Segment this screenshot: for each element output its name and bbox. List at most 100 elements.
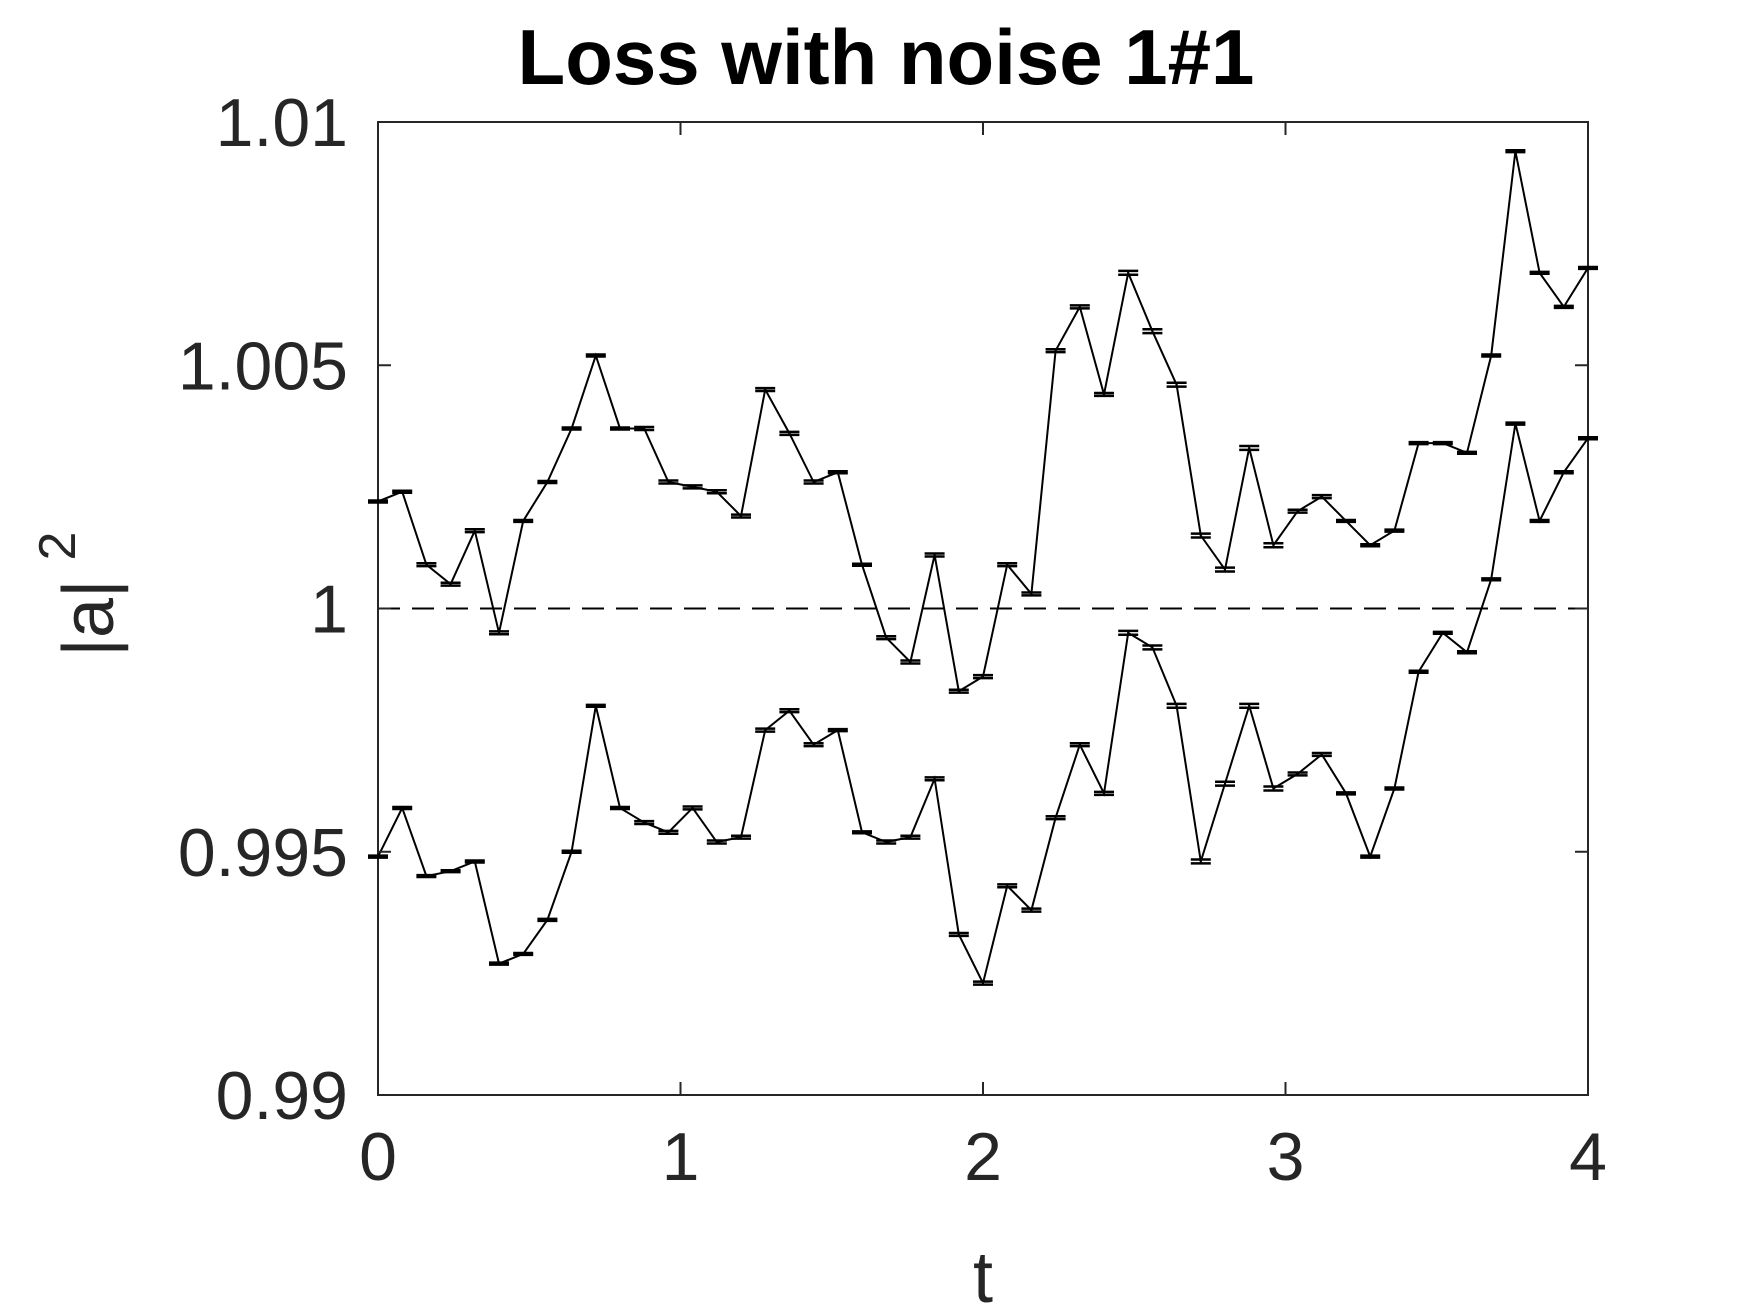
error-bar: [392, 489, 413, 494]
error-bar: [658, 829, 679, 835]
series-group: [368, 148, 1598, 986]
error-bar: [1408, 440, 1429, 446]
error-bar: [755, 727, 776, 733]
error-bar: [392, 805, 413, 811]
error-bar: [997, 562, 1018, 568]
error-bar: [1505, 421, 1526, 426]
x-tick-label: 3: [1267, 1119, 1305, 1195]
error-bar: [489, 630, 509, 636]
y-axis-label-group: |a| 2: [29, 532, 129, 657]
error-bar: [827, 727, 848, 733]
error-bar: [634, 819, 655, 826]
error-bar: [1045, 814, 1066, 821]
error-bar: [1432, 440, 1453, 446]
error-bar: [924, 552, 945, 558]
error-bar: [1069, 304, 1090, 310]
error-bar: [489, 961, 509, 966]
error-bar: [876, 634, 897, 641]
error-bar: [706, 839, 727, 845]
error-bar: [1529, 270, 1550, 276]
error-bar: [803, 742, 824, 748]
x-tick-label: 2: [964, 1119, 1002, 1195]
error-bar: [1360, 543, 1381, 548]
error-bar: [1142, 644, 1163, 651]
error-bar: [561, 849, 582, 854]
y-axis-label-superscript: 2: [29, 532, 87, 561]
error-bar: [973, 673, 993, 680]
error-bar: [948, 931, 969, 938]
y-tick-label: 1.01: [216, 85, 348, 161]
error-bar: [1239, 444, 1260, 452]
error-bar: [1166, 381, 1187, 388]
error-bar: [464, 859, 485, 864]
error-bar: [1457, 650, 1477, 655]
error-bar: [1263, 542, 1284, 549]
error-bar: [924, 776, 945, 782]
error-bar: [1263, 785, 1284, 792]
error-bar: [1360, 854, 1381, 859]
error-bar: [1384, 786, 1405, 791]
error-bar: [1578, 436, 1598, 441]
error-bar: [731, 834, 751, 840]
error-bar: [731, 513, 751, 519]
error-bar: [1311, 751, 1332, 758]
error-bar: [1505, 148, 1526, 154]
x-tick-label: 4: [1569, 1119, 1607, 1195]
error-bar: [610, 426, 630, 431]
error-bar: [1069, 742, 1090, 748]
error-bar: [1553, 470, 1574, 475]
error-bar: [876, 839, 897, 845]
y-tick-label: 0.99: [216, 1058, 348, 1134]
error-bar: [537, 917, 558, 923]
error-bar: [561, 426, 582, 431]
error-bar: [513, 951, 534, 957]
error-bar: [585, 703, 606, 709]
error-bar: [803, 479, 824, 485]
error-bar: [1578, 265, 1598, 271]
error-bar: [416, 562, 437, 568]
error-bar: [948, 688, 969, 694]
error-bar: [440, 581, 461, 587]
error-bar: [658, 479, 679, 485]
x-axis-label: t: [973, 1238, 993, 1313]
x-tick-label: 0: [359, 1119, 397, 1195]
error-bar: [1021, 591, 1042, 597]
error-bar: [440, 868, 461, 874]
error-bar: [634, 425, 655, 432]
error-bar: [1190, 532, 1211, 539]
error-bar: [997, 883, 1018, 889]
error-bar: [1336, 791, 1356, 796]
tick-group: 0 1 2 3 4 0.99 0.995 1 1.005 1.01: [178, 85, 1607, 1195]
x-tick-label: 1: [662, 1119, 700, 1195]
error-bar: [1384, 528, 1405, 533]
error-bar: [610, 805, 630, 811]
error-bar: [706, 489, 727, 495]
error-bar: [1481, 577, 1502, 582]
error-bar: [1094, 391, 1114, 398]
y-axis-label: |a|: [49, 579, 129, 656]
error-bar: [537, 479, 558, 485]
error-bar: [900, 659, 921, 665]
error-bar: [1190, 858, 1211, 865]
error-bar: [852, 562, 872, 567]
error-bar: [1529, 518, 1550, 524]
error-bar: [900, 834, 921, 840]
error-bar: [1432, 630, 1453, 636]
series-line-2: [377, 423, 1589, 986]
error-bar: [779, 430, 800, 437]
y-tick-label: 0.995: [178, 815, 348, 891]
error-bar: [852, 830, 872, 835]
error-bar: [1239, 702, 1260, 709]
chart-title: Loss with noise 1#1: [518, 13, 1255, 101]
error-bar: [513, 518, 534, 524]
error-bar: [1287, 771, 1308, 777]
y-tick-label: 1.005: [178, 328, 348, 404]
error-bar: [1336, 518, 1356, 524]
error-bar: [1215, 780, 1235, 787]
error-bar: [416, 873, 437, 879]
error-bar: [827, 470, 848, 475]
error-bar: [779, 707, 800, 714]
error-bar: [682, 484, 703, 490]
error-bar: [1457, 450, 1477, 456]
